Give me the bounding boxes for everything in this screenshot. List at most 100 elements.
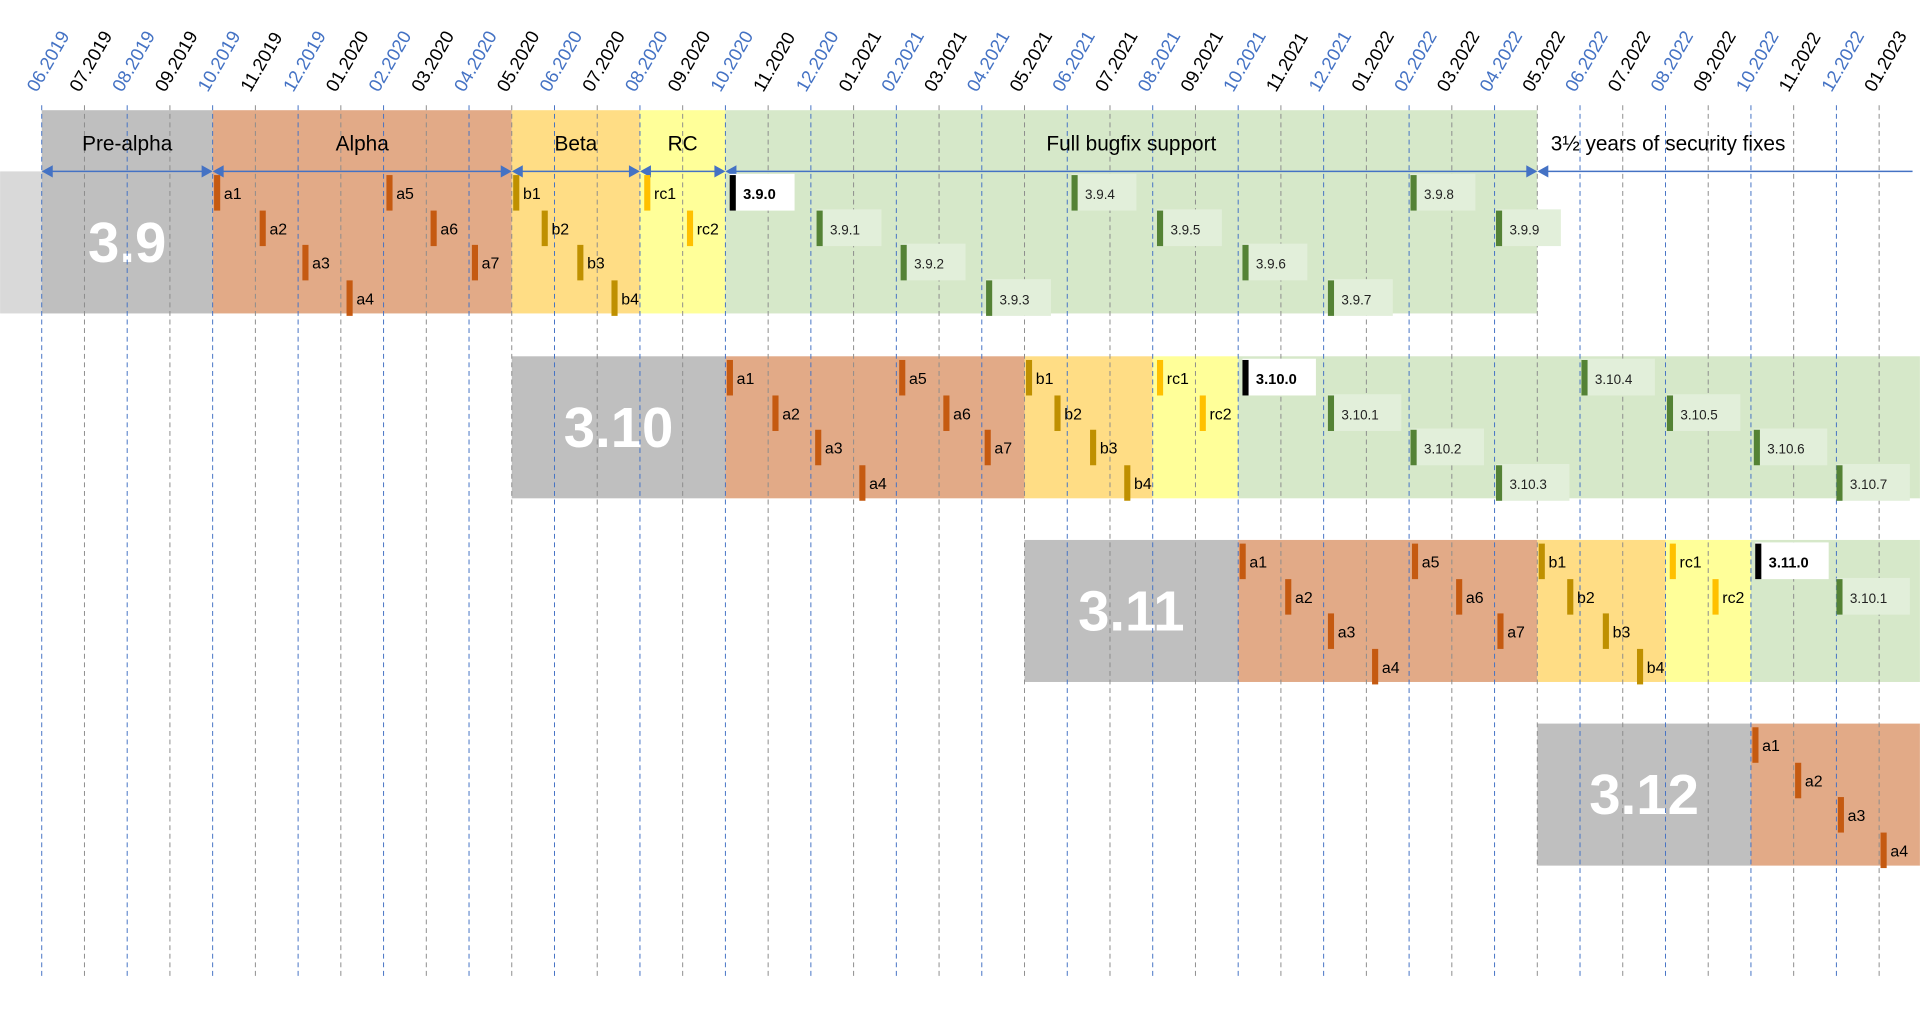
release-markers: a1 a2 a3 a4 a5 a6 a7 b1 b2 b3 b4 rc1 rc2 3.9.0 3.9.1 3.… [214,173,1910,869]
release-marker-alpha [984,429,991,466]
release-label-box [986,279,1051,316]
release-label: b4 [621,291,639,308]
release-marker-alpha [1880,832,1887,869]
release-label: rc1 [654,186,676,203]
release-label: 3.9.3 [1000,292,1030,307]
release-marker-bugfix [1327,280,1335,316]
release-marker-beta [611,280,618,316]
release-label: 3.10.1 [1850,591,1887,606]
release-label: 3.9.2 [914,257,944,272]
release-marker-beta [513,175,520,211]
release-label: 3.10.2 [1424,442,1461,457]
release-label: b3 [1613,624,1631,641]
release-label: rc2 [1210,406,1232,423]
release-marker-bugfix [1071,175,1078,211]
release-marker-beta [1124,465,1131,501]
release-marker-alpha [1327,613,1335,649]
release-label: rc2 [1722,590,1744,607]
release-label: a7 [482,256,500,273]
release-label: 3.9.9 [1509,222,1539,237]
release-label: b1 [1549,554,1567,571]
release-marker-alpha [726,359,733,396]
phase-band-beta [1537,539,1666,682]
arrow-head-right-icon [628,165,640,178]
release-label-box [1071,173,1137,211]
release-label: 3.9.6 [1256,257,1286,272]
release-label-box [1495,209,1561,247]
release-label-box [1410,428,1484,466]
release-marker-alpha [899,359,906,396]
release-marker-alpha [259,210,266,247]
release-marker-bugfix [1836,465,1843,501]
release-label: rc1 [1167,371,1189,388]
release-marker-alpha [1411,543,1419,580]
release-marker-alpha [1456,579,1463,615]
release-marker-alpha [859,465,866,501]
release-label: a4 [1890,843,1908,860]
release-label: a4 [869,476,887,493]
release-marker-rc [686,210,694,247]
release-label-box [1327,279,1393,316]
release-marker-alpha [1285,579,1292,615]
release-marker-beta [1636,648,1644,685]
release-label: 3.11.0 [1769,555,1809,571]
release-label: 3.10.5 [1680,407,1717,422]
release-label: a1 [224,186,242,203]
release-label: rc1 [1680,554,1702,571]
release-marker-alpha [772,395,779,431]
release-label: b4 [1647,660,1665,677]
release-label: a6 [1466,590,1484,607]
release-label: 3.10.6 [1767,442,1804,457]
release-label: b3 [587,256,605,273]
arrow-head-right-icon [500,165,512,178]
release-marker-alpha [1239,543,1246,580]
release-label: b1 [1036,371,1054,388]
release-label-box [900,243,966,281]
release-marker-bugfix [1581,359,1588,396]
release-label: a3 [312,256,330,273]
phase-label: Full bugfix support [1046,133,1216,156]
release-label: a5 [909,371,927,388]
x-axis-tick-labels: 06.201907.201908.201909.201910.201911.20… [22,27,1911,95]
release-label: rc2 [697,221,719,238]
arrow-head-left-icon [41,165,53,178]
release-marker-beta [1054,395,1061,431]
release-marker-beta [1025,359,1033,396]
release-label: a6 [440,221,458,238]
release-label: a5 [396,186,414,203]
release-label-box [1836,577,1910,615]
phase-label: Alpha [336,133,390,156]
release-label: a4 [356,291,374,308]
phase-band-alpha [1750,723,1920,866]
release-marker-bugfix [1495,210,1503,247]
release-label: 3.9.4 [1085,187,1115,202]
release-marker-rc [1156,359,1164,396]
release-marker-alpha [1372,648,1379,685]
release-marker-bugfix [1242,244,1249,281]
release-marker-bugfix [1495,465,1503,501]
release-marker-alpha [1752,727,1759,763]
release-marker-alpha [1837,797,1844,833]
arrow-head-left-icon [212,165,224,178]
month-gridlines [41,105,1880,980]
prealpha-lead-band [0,171,42,314]
release-label: a2 [269,221,287,238]
release-label: 3.9.1 [830,222,860,237]
release-label-box [1581,358,1655,396]
release-label-box [816,209,882,247]
release-label: b3 [1100,441,1118,458]
release-marker-rc [1669,543,1676,580]
release-marker-rc [1199,395,1206,431]
release-marker-alpha [386,175,393,211]
release-marker-bugfix [900,244,907,281]
release-marker-alpha [1497,613,1504,649]
release-marker-alpha [1795,762,1802,799]
phase-band-prealpha [511,356,726,499]
release-label-box [729,173,795,211]
release-marker-bugfix [986,280,993,316]
release-marker-bugfix [1836,579,1843,615]
release-label-box [1666,394,1741,431]
release-marker-beta [1090,429,1097,466]
release-label: b1 [523,186,541,203]
release-marker-alpha [430,210,437,247]
